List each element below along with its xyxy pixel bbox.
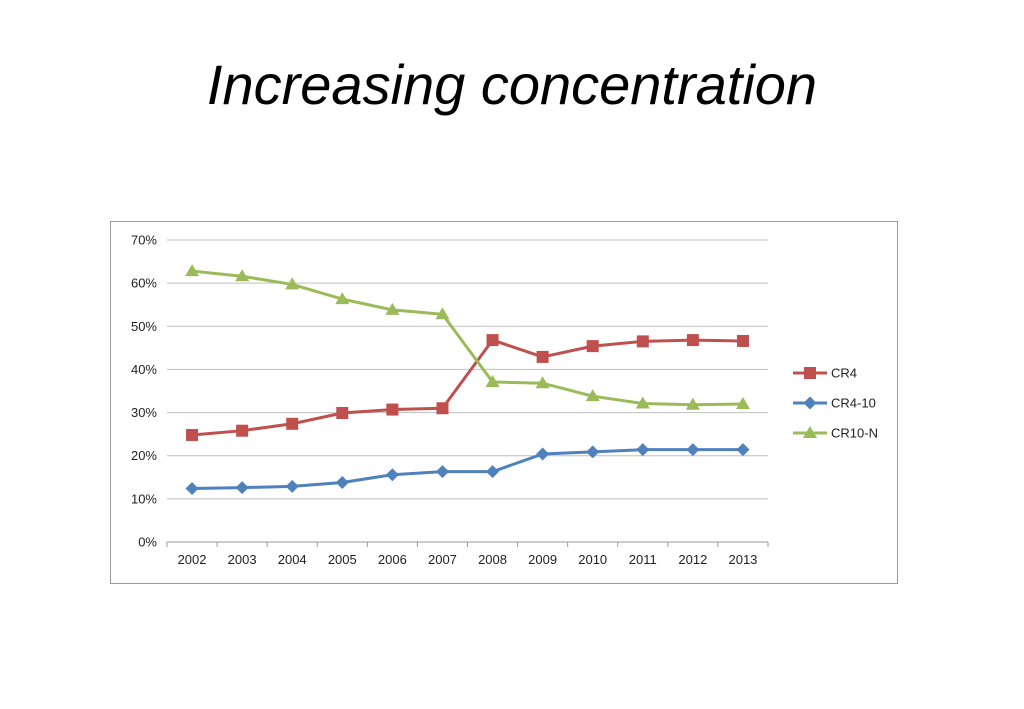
series-cr10-n bbox=[185, 264, 750, 410]
data-point bbox=[736, 334, 749, 347]
series-line bbox=[192, 448, 743, 491]
x-tick-label: 2007 bbox=[428, 552, 457, 567]
line-chart: 0% 10% 20% 30% 40% 50% 60% 70% 2002 2003 2004 2005 2… bbox=[110, 221, 898, 584]
data-point bbox=[586, 340, 599, 353]
legend-marker bbox=[803, 396, 817, 410]
legend-marker bbox=[803, 426, 817, 438]
data-point bbox=[735, 396, 750, 409]
y-tick-label: 20% bbox=[131, 448, 157, 463]
data-point bbox=[236, 424, 249, 437]
slide-title: Increasing concentration bbox=[206, 53, 818, 116]
data-point bbox=[185, 264, 200, 277]
data-point bbox=[335, 475, 349, 489]
legend-label: CR10-N bbox=[831, 426, 878, 441]
x-tick-label: 2003 bbox=[228, 552, 257, 567]
data-point bbox=[636, 443, 650, 457]
data-point bbox=[736, 443, 750, 457]
data-point bbox=[635, 396, 650, 409]
y-tick-label: 50% bbox=[131, 319, 157, 334]
y-tick-label: 30% bbox=[131, 405, 157, 420]
data-point bbox=[335, 292, 350, 305]
data-point bbox=[585, 389, 600, 402]
data-point bbox=[285, 277, 300, 290]
x-tick-label: 2008 bbox=[478, 552, 507, 567]
x-tick-label: 2009 bbox=[528, 552, 557, 567]
data-point bbox=[686, 334, 699, 347]
series-line bbox=[191, 269, 743, 407]
data-point bbox=[285, 479, 299, 493]
data-point bbox=[436, 402, 449, 415]
legend-label: CR4 bbox=[831, 366, 857, 381]
legend-item: CR4 bbox=[793, 366, 857, 381]
data-point bbox=[486, 465, 500, 479]
legend-item: CR4-10 bbox=[793, 396, 876, 411]
y-tick-label: 10% bbox=[131, 491, 157, 506]
y-tick-label: 60% bbox=[131, 276, 157, 291]
x-tick-label: 2011 bbox=[629, 552, 657, 567]
data-point bbox=[386, 403, 399, 416]
data-point bbox=[586, 445, 600, 459]
data-point bbox=[235, 481, 249, 495]
data-point bbox=[435, 307, 450, 320]
series-line bbox=[191, 338, 743, 437]
data-point bbox=[235, 269, 250, 282]
data-point bbox=[636, 335, 649, 348]
data-point bbox=[485, 374, 500, 387]
x-tick-label: 2004 bbox=[278, 552, 307, 567]
x-tick-label: 2013 bbox=[728, 552, 757, 567]
data-point bbox=[536, 350, 549, 363]
data-point bbox=[536, 447, 550, 461]
x-tick-label: 2010 bbox=[578, 552, 607, 567]
data-point bbox=[185, 482, 199, 496]
data-point bbox=[336, 407, 349, 420]
series-lines bbox=[185, 264, 750, 496]
series-cr4-10 bbox=[185, 443, 750, 496]
data-point bbox=[385, 302, 400, 315]
series-cr4 bbox=[186, 334, 749, 442]
data-point bbox=[486, 334, 499, 347]
axes: 0% 10% 20% 30% 40% 50% 60% 70% 2002 2003 2004 2005 2… bbox=[131, 233, 769, 567]
legend-label: CR4-10 bbox=[831, 396, 876, 411]
gridlines bbox=[167, 239, 768, 500]
y-tick-label: 0% bbox=[138, 535, 157, 550]
y-tick-label: 70% bbox=[131, 233, 157, 248]
x-tick-label: 2002 bbox=[178, 552, 207, 567]
data-point bbox=[435, 465, 449, 479]
legend-marker bbox=[804, 367, 816, 379]
legend-item: CR10-N bbox=[793, 426, 878, 441]
data-point bbox=[385, 468, 399, 482]
x-tick-label: 2006 bbox=[378, 552, 407, 567]
x-tick-label: 2012 bbox=[678, 552, 707, 567]
y-tick-label: 40% bbox=[131, 362, 157, 377]
x-tick-label: 2005 bbox=[328, 552, 357, 567]
data-point bbox=[686, 443, 700, 457]
chart-svg: 0% 10% 20% 30% 40% 50% 60% 70% 2002 2003 2004 2005 2… bbox=[131, 233, 878, 568]
data-point bbox=[535, 376, 550, 389]
data-point bbox=[186, 429, 199, 442]
data-point bbox=[685, 397, 700, 410]
legend: CR4 CR4-10 CR10-N bbox=[793, 366, 878, 441]
data-point bbox=[286, 417, 299, 430]
